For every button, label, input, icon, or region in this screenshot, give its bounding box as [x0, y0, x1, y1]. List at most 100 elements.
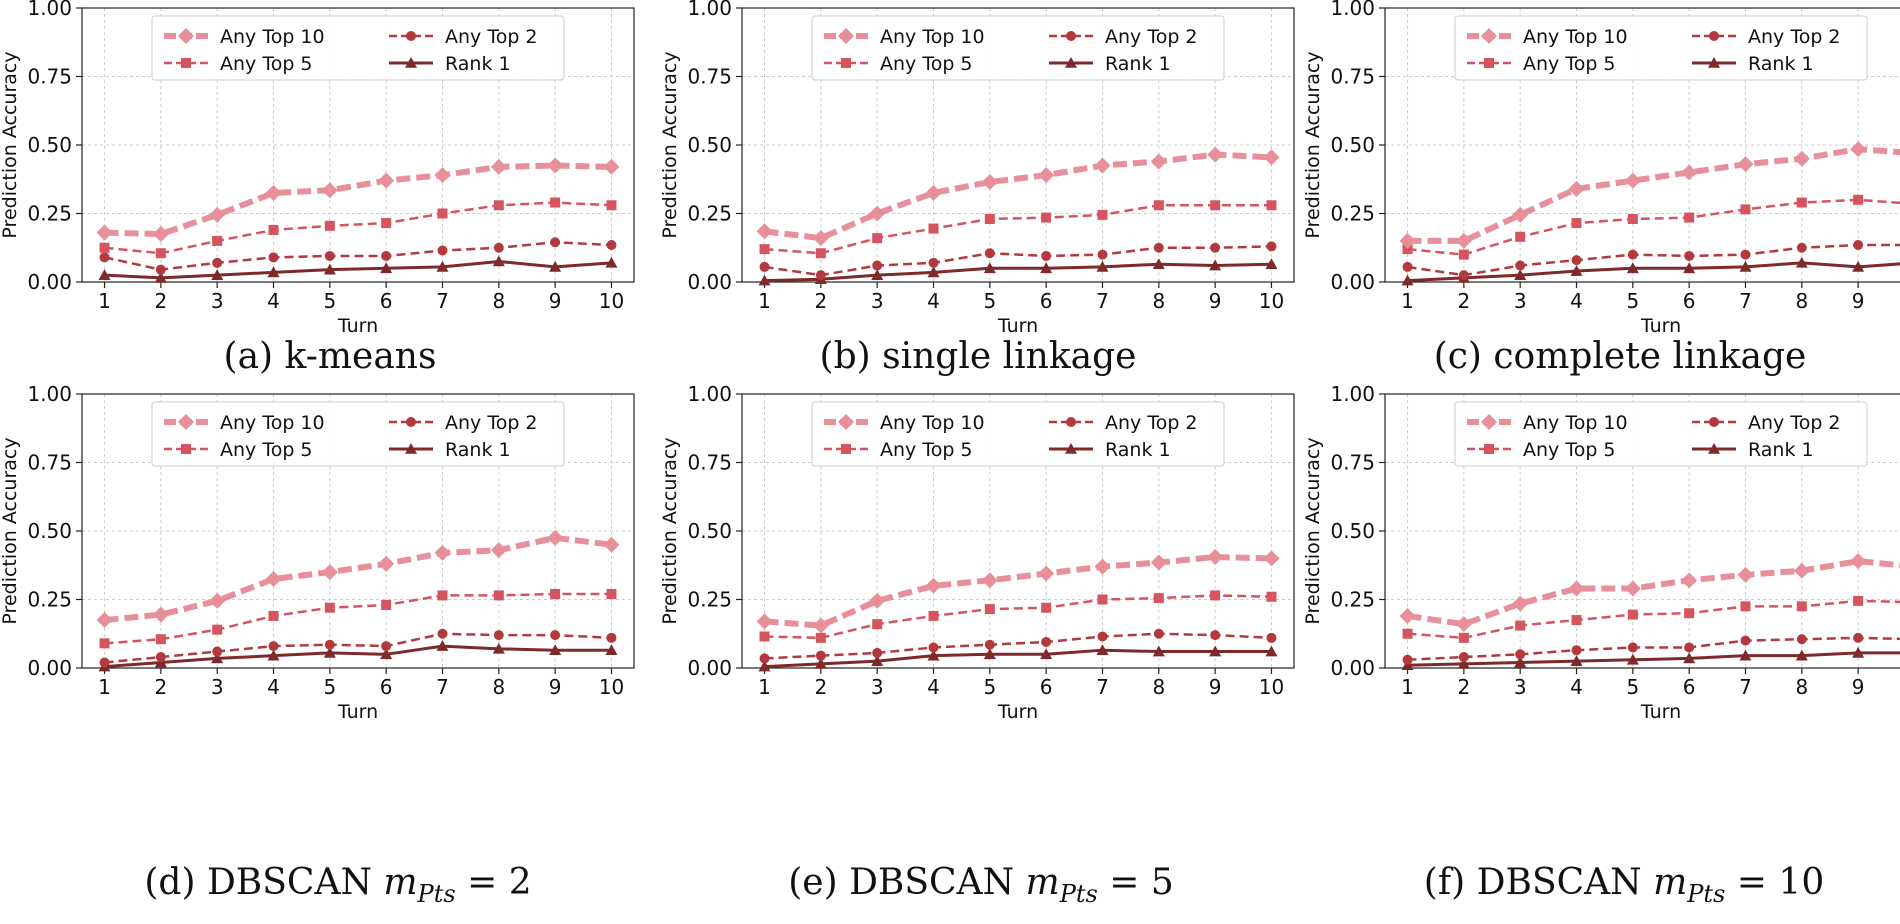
- point-e-3-8: [1209, 645, 1222, 657]
- point-a-2-1: [155, 264, 166, 275]
- legend-marker-b-0: [838, 28, 854, 44]
- point-a-1-4: [324, 220, 335, 231]
- caption-a: (a) k-means: [30, 336, 630, 377]
- legend-box-d: [151, 401, 565, 467]
- legend-label-e-0: Any Top 10: [880, 412, 985, 434]
- xtick-label-e-8: 9: [1209, 675, 1222, 699]
- caption-f-sub: Pts: [1687, 880, 1726, 909]
- point-d-2-7: [493, 630, 504, 641]
- xtick-label-e-5: 6: [1040, 675, 1053, 699]
- point-b-1-2: [872, 233, 883, 244]
- point-b-0-1: [812, 230, 829, 247]
- series-line-a-0: [104, 162, 612, 238]
- point-a-1-3: [268, 224, 279, 235]
- series-line-e-2: [764, 632, 1272, 660]
- series-line-c-2: [1407, 243, 1900, 277]
- xtick-label-c-5: 6: [1683, 289, 1696, 313]
- point-a-0-1: [152, 226, 169, 243]
- point-f-0-7: [1793, 562, 1810, 579]
- point-c-3-8: [1852, 260, 1865, 272]
- legend-label-e-2: Any Top 2: [1105, 412, 1198, 434]
- point-b-3-8: [1209, 259, 1222, 271]
- point-d-0-9: [603, 536, 620, 553]
- panel-f: 0.000.250.500.751.0012345678910TurnPredi…: [1302, 382, 1900, 723]
- panel-e: 0.00 0.25 0.50 0.75 1.00 1 2 3 4 5 6 7 8 9 10 Turn Predi…: [659, 382, 1310, 723]
- point-f-3-4: [1626, 653, 1639, 665]
- point-c-2-3: [1571, 255, 1582, 266]
- point-e-2-9: [1266, 632, 1277, 643]
- point-f-2-6: [1740, 635, 1751, 646]
- point-b-2-6: [1097, 249, 1108, 260]
- legend-label-f-1: Any Top 5: [1523, 439, 1616, 461]
- legend-label-b-3: Rank 1: [1105, 53, 1171, 75]
- point-d-1-5: [381, 599, 392, 610]
- legend-marker-d-3: [405, 443, 417, 454]
- xlabel-a: Turn: [337, 315, 378, 337]
- series-b-2: [759, 241, 1277, 281]
- point-d-1-6: [437, 590, 448, 601]
- series-a-1: [99, 197, 617, 259]
- point-a-1-1: [155, 248, 166, 259]
- legend-label-d-0: Any Top 10: [220, 412, 325, 434]
- point-d-2-2: [212, 646, 223, 657]
- point-e-2-7: [1153, 628, 1164, 639]
- point-d-1-7: [493, 590, 504, 601]
- caption-b: (b) single linkage: [678, 336, 1278, 377]
- point-f-3-7: [1795, 649, 1808, 661]
- legend-marker-d-0: [178, 414, 194, 430]
- point-a-0-8: [547, 157, 564, 174]
- legend-marker-a-3: [405, 57, 417, 68]
- legend-c: Any Top 10 Any Top 5 Any Top 2 Rank 1: [1454, 15, 1868, 81]
- point-f-0-2: [1512, 595, 1529, 612]
- legend-label-c-2: Any Top 2: [1748, 26, 1841, 48]
- caption-f: (f) DBSCAN mPts = 10: [1324, 862, 1900, 908]
- xtick-label-c-3: 4: [1570, 289, 1583, 313]
- point-d-3-3: [267, 649, 280, 661]
- caption-e: (e) DBSCAN mPts = 5: [681, 862, 1281, 908]
- ytick-label-e-4: 1.00: [687, 382, 732, 406]
- caption-e-var: m: [1025, 862, 1060, 903]
- point-f-3-6: [1739, 649, 1752, 661]
- point-e-3-5: [1040, 648, 1053, 660]
- point-d-0-1: [152, 606, 169, 623]
- series-f-2: [1402, 632, 1900, 665]
- legend-marker-c-2: [1709, 31, 1719, 41]
- ytick-label-f-0: 0.00: [1330, 656, 1375, 680]
- caption-d-suffix: = 2: [455, 862, 532, 903]
- point-b-1-7: [1153, 200, 1164, 211]
- point-f-0-0: [1399, 607, 1416, 624]
- legend-box-c: [1454, 15, 1868, 81]
- point-e-0-1: [812, 617, 829, 634]
- series-d-2: [99, 628, 617, 668]
- point-f-3-8: [1852, 646, 1865, 658]
- ytick-label-c-4: 1.00: [1330, 0, 1375, 20]
- ytick-label-a-4: 1.00: [27, 0, 72, 20]
- point-b-0-7: [1150, 153, 1167, 170]
- point-a-1-0: [99, 242, 110, 253]
- point-e-0-7: [1150, 554, 1167, 571]
- point-b-3-0: [758, 274, 771, 286]
- xtick-label-b-5: 6: [1040, 289, 1053, 313]
- point-b-2-3: [928, 257, 939, 268]
- series-line-d-1: [104, 592, 612, 645]
- legend-label-c-1: Any Top 5: [1523, 53, 1616, 75]
- point-e-0-3: [925, 577, 942, 594]
- point-f-1-4: [1627, 609, 1638, 620]
- point-d-2-0: [99, 657, 110, 668]
- point-d-3-2: [211, 652, 224, 664]
- ytick-label-f-1: 0.25: [1330, 588, 1375, 612]
- point-c-3-6: [1739, 260, 1752, 272]
- legend-marker-f-0: [1481, 414, 1497, 430]
- ytick-label-b-2: 0.50: [687, 133, 732, 157]
- point-f-1-8: [1853, 595, 1864, 606]
- point-b-2-2: [872, 260, 883, 271]
- point-c-0-4: [1624, 172, 1641, 189]
- xtick-label-f-6: 7: [1739, 675, 1752, 699]
- point-a-1-5: [381, 218, 392, 229]
- point-a-3-8: [549, 260, 562, 272]
- point-e-2-1: [815, 650, 826, 661]
- ylabel-d: Prediction Accuracy: [0, 437, 21, 624]
- point-e-2-2: [872, 647, 883, 658]
- series-line-e-1: [764, 594, 1272, 640]
- point-c-0-0: [1399, 232, 1416, 249]
